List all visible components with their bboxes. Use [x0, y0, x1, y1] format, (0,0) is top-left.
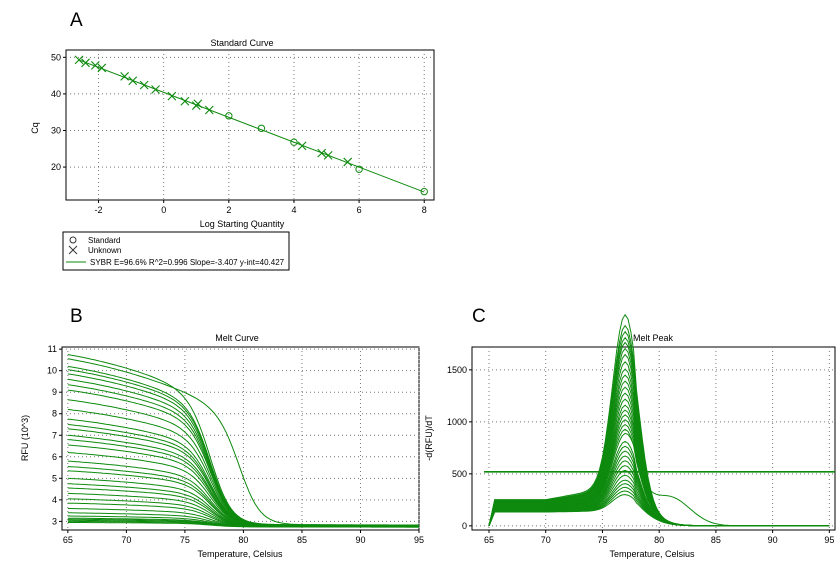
plot-frame [61, 346, 420, 531]
melt-curve-chart: Melt Curve 65 70 75 80 85 90 95 3 4 5 6 7 8 9 10 11 Tem… [20, 333, 424, 559]
x-tick-label: 80 [238, 535, 248, 545]
unknown-point [139, 80, 149, 90]
y-tick-label: 5 [52, 473, 57, 483]
y-tick-label: 500 [452, 469, 467, 479]
x-tick-label: 0 [161, 205, 166, 215]
legend-box [62, 231, 290, 271]
unknown-point [167, 91, 177, 101]
x-tick-label: 85 [297, 535, 307, 545]
legend-sybr: SYBR E=96.6% R^2=0.996 Slope=-3.407 y-in… [90, 258, 285, 267]
unknown-point [297, 141, 307, 151]
unknown-point [204, 105, 214, 115]
unknown-point [343, 157, 353, 167]
y-tick-label: 0 [462, 521, 467, 531]
x-tick-label: 70 [541, 535, 551, 545]
x-tick-label: 85 [711, 535, 721, 545]
legend-x-marker [68, 245, 78, 255]
standard-curve-chart: Standard Curve -2 0 2 4 6 8 20 30 40 50 Log Start… [30, 38, 435, 271]
x-axis-label: Log Starting Quantity [200, 219, 285, 229]
y-axis-label: Cq [30, 122, 40, 134]
chart-title: Standard Curve [210, 38, 273, 48]
panel-label-a: A [70, 10, 83, 31]
y-axis-label: -d(RFU)/dT [424, 415, 434, 461]
unknown-point [90, 60, 100, 70]
x-tick-label: 75 [180, 535, 190, 545]
y-tick-label: 20 [51, 162, 61, 172]
standard-point [225, 112, 233, 120]
y-tick-label: 7 [52, 430, 57, 440]
chart-title: Melt Curve [215, 333, 259, 343]
x-tick-label: 90 [355, 535, 365, 545]
panel-label-b: B [70, 306, 83, 327]
x-tick-label: 65 [484, 535, 494, 545]
y-tick-label: 30 [51, 125, 61, 135]
y-tick-label: 3 [52, 516, 57, 526]
legend: Standard Unknown SYBR E=96.6% R^2=0.996 … [62, 231, 290, 271]
x-tick-label: 75 [597, 535, 607, 545]
unknown-point [323, 150, 333, 160]
legend-standard: Standard [88, 236, 120, 245]
y-axis-label: RFU (10^3) [20, 415, 30, 461]
y-tick-label: 9 [52, 387, 57, 397]
y-tick-label: 50 [51, 52, 61, 62]
x-tick-label: -2 [95, 205, 103, 215]
x-tick-label: 95 [824, 535, 834, 545]
y-tick-label: 1000 [447, 417, 467, 427]
melt-curve-line [67, 522, 419, 528]
panel-label-c: C [472, 306, 486, 327]
x-tick-label: 90 [768, 535, 778, 545]
y-tick-label: 1500 [447, 365, 467, 375]
x-axis-label: Temperature, Celsius [609, 549, 695, 559]
chart-title: Melt Peak [633, 333, 674, 343]
unknown-point [74, 55, 84, 65]
x-tick-label: 80 [654, 535, 664, 545]
x-tick-label: 95 [414, 535, 424, 545]
x-tick-label: 8 [422, 205, 427, 215]
y-tick-label: 11 [48, 344, 57, 354]
fit-line [78, 59, 425, 193]
legend-unknown: Unknown [88, 246, 121, 255]
legend-circle-marker [69, 236, 77, 244]
unknown-point [180, 96, 190, 106]
y-tick-label: 40 [51, 89, 61, 99]
y-tick-label: 4 [52, 495, 57, 505]
unknown-point [151, 85, 160, 94]
unknown-point [128, 76, 138, 86]
unknown-point [97, 63, 107, 73]
unknown-point [120, 71, 130, 81]
unknown-point [193, 99, 203, 109]
y-tick-label: 10 [47, 366, 57, 376]
melt-peak-chart: Melt Peak 65 70 75 80 85 90 95 0 500 1000 1500 Tem… [424, 313, 836, 559]
x-tick-label: 6 [357, 205, 362, 215]
x-axis-label: Temperature, Celsius [197, 549, 283, 559]
standard-point [257, 124, 266, 132]
melt-peak-line [488, 494, 830, 527]
x-tick-label: 4 [291, 205, 296, 215]
standard-point [355, 165, 363, 173]
y-tick-label: 6 [52, 452, 57, 462]
standard-point [290, 138, 298, 146]
unknown-point [81, 58, 90, 68]
x-tick-label: 65 [63, 535, 73, 545]
x-tick-label: 70 [121, 535, 131, 545]
unknown-point [317, 148, 327, 158]
x-tick-label: 2 [226, 205, 231, 215]
standard-point [420, 187, 428, 196]
y-tick-label: 8 [52, 409, 57, 419]
